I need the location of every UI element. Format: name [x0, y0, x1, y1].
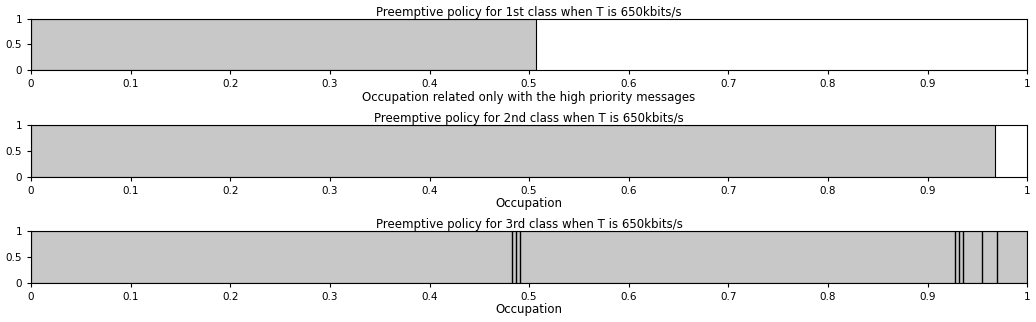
Bar	[31, 19, 536, 70]
X-axis label: Occupation: Occupation	[495, 197, 563, 210]
X-axis label: Occupation: Occupation	[495, 303, 563, 317]
Title: Preemptive policy for 2nd class when T is 650kbits/s: Preemptive policy for 2nd class when T i…	[374, 112, 684, 125]
Title: Preemptive policy for 1st class when T is 650kbits/s: Preemptive policy for 1st class when T i…	[376, 5, 682, 19]
X-axis label: Occupation related only with the high priority messages: Occupation related only with the high pr…	[363, 90, 696, 104]
Title: Preemptive policy for 3rd class when T is 650kbits/s: Preemptive policy for 3rd class when T i…	[376, 218, 683, 232]
